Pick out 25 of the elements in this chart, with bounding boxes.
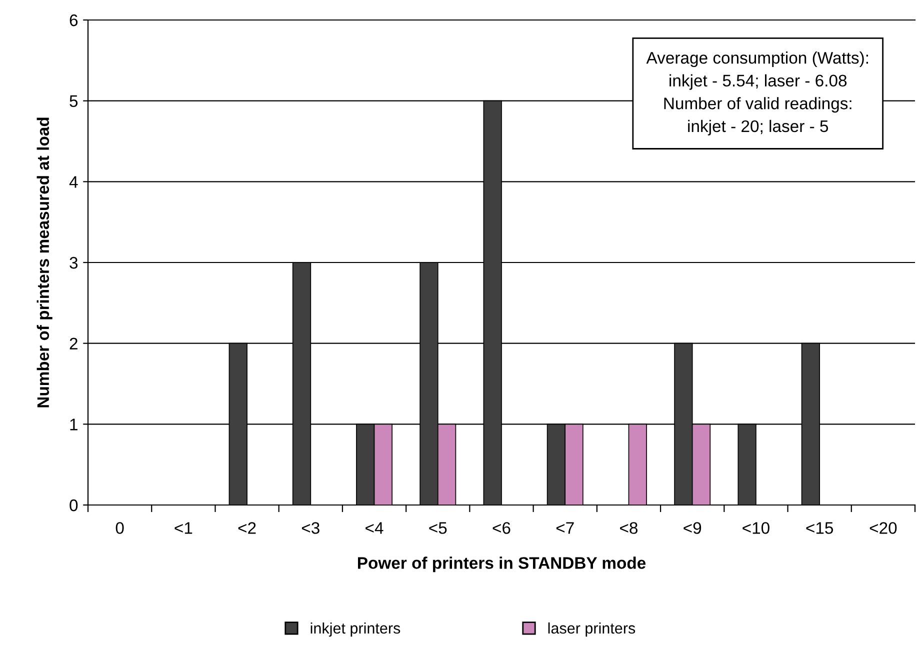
y-tick-label: 0: [70, 499, 78, 512]
y-axis-title: Number of printers measured at load: [36, 118, 52, 408]
x-tick-label: <3: [302, 522, 320, 534]
x-tick-label: <2: [238, 522, 256, 534]
x-tick-label: <4: [366, 522, 384, 534]
x-tick-label: <5: [429, 522, 447, 534]
x-tick-label: <7: [556, 522, 574, 534]
y-tick-label: 6: [70, 14, 78, 26]
x-tick-label: <6: [492, 522, 510, 534]
x-tick-label: <8: [620, 522, 638, 534]
x-tick-label: <9: [684, 522, 702, 534]
x-tick-label: <15: [806, 522, 834, 534]
legend-label: inkjet printers: [310, 622, 400, 637]
x-tick-label: <1: [174, 522, 192, 534]
x-tick-label: <20: [870, 522, 897, 534]
y-tick-label: 2: [70, 338, 78, 350]
legend-label: laser printers: [548, 622, 636, 637]
y-tick-label: 5: [70, 95, 78, 108]
x-tick-label: <10: [742, 522, 770, 534]
x-axis-title: Power of printers in STANDBY mode: [358, 556, 646, 572]
y-tick-label: 3: [70, 256, 78, 269]
y-tick-label: 4: [69, 176, 78, 188]
annotation: Average consumption (Watts): inkjet - 5.54; laser - 6.08 Number of valid readings: inkjet - 20; laser - 5: [646, 52, 868, 136]
x-tick-label: 0: [116, 522, 124, 534]
y-tick-label: 1: [70, 418, 78, 430]
